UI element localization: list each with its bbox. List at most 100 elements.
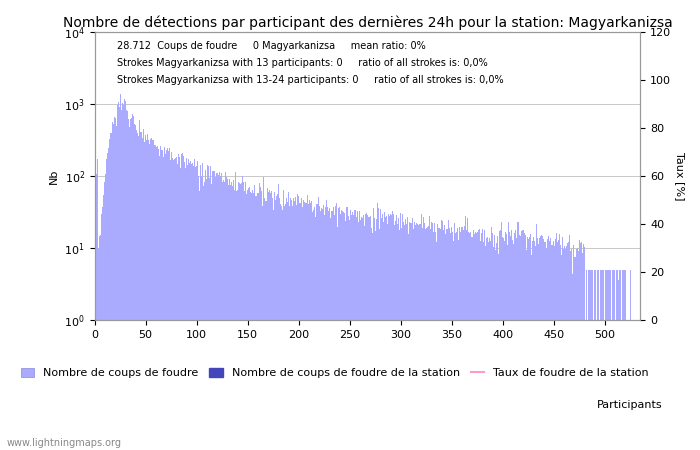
Bar (301, 198, 302, 450)
Bar (106, 159, 107, 450)
Bar (442, 220, 443, 450)
Bar (276, 194, 278, 450)
Bar (497, 236, 498, 450)
Bar (554, 246, 555, 450)
Bar (626, 320, 627, 450)
Bar (145, 135, 146, 450)
Bar (446, 229, 447, 450)
Bar (626, 270, 627, 450)
Bar (149, 144, 150, 450)
Bar (517, 222, 519, 450)
Bar (596, 320, 597, 450)
Bar (433, 232, 434, 450)
Bar (155, 145, 156, 450)
Bar (437, 224, 438, 450)
Bar (477, 230, 479, 450)
Bar (127, 111, 128, 450)
Bar (175, 158, 176, 450)
Bar (575, 249, 577, 450)
Bar (300, 203, 301, 450)
Bar (290, 198, 291, 450)
Bar (205, 170, 206, 450)
Bar (457, 228, 458, 450)
Bar (162, 157, 164, 450)
Bar (178, 157, 180, 450)
Bar (196, 166, 197, 450)
Bar (532, 241, 533, 450)
Bar (342, 212, 343, 450)
Bar (117, 105, 118, 450)
Bar (428, 216, 430, 450)
Bar (331, 211, 332, 450)
Bar (519, 235, 520, 450)
Bar (367, 213, 368, 450)
Bar (173, 160, 174, 450)
Bar (401, 228, 402, 450)
Bar (463, 230, 464, 450)
Bar (382, 214, 383, 450)
Bar (220, 173, 222, 450)
Bar (95, 190, 96, 450)
Bar (287, 202, 288, 450)
Bar (262, 206, 263, 450)
Bar (387, 224, 388, 450)
Bar (319, 211, 321, 450)
Bar (368, 217, 370, 450)
Bar (236, 190, 237, 450)
Bar (414, 222, 415, 450)
Bar (325, 207, 326, 450)
Bar (445, 234, 446, 450)
Bar (187, 165, 188, 450)
Bar (580, 242, 582, 450)
Bar (326, 201, 327, 450)
Bar (229, 179, 230, 450)
Bar (622, 270, 624, 450)
Bar (96, 174, 97, 450)
Bar (357, 211, 358, 450)
Bar (435, 232, 436, 450)
Bar (473, 234, 475, 450)
Bar (539, 238, 540, 450)
Bar (309, 200, 310, 450)
Bar (606, 270, 607, 450)
Bar (498, 254, 499, 450)
Bar (348, 216, 349, 450)
Bar (405, 219, 406, 450)
Bar (250, 192, 251, 450)
Legend: Nombre de coups de foudre, Nombre de coups de foudre de la station, Taux de foud: Nombre de coups de foudre, Nombre de cou… (16, 363, 653, 382)
Bar (490, 241, 491, 450)
Bar (615, 320, 616, 450)
Bar (148, 140, 149, 450)
Bar (464, 226, 466, 450)
Bar (360, 220, 361, 450)
Bar (448, 220, 449, 450)
Bar (582, 243, 584, 450)
Bar (245, 182, 246, 450)
Bar (577, 248, 578, 450)
Bar (425, 230, 426, 450)
Bar (398, 218, 399, 450)
Bar (102, 207, 104, 450)
Bar (441, 220, 442, 450)
Bar (528, 237, 530, 450)
Bar (599, 320, 600, 450)
Bar (569, 235, 570, 450)
Bar (365, 214, 367, 450)
Bar (553, 241, 554, 450)
Bar (434, 223, 435, 450)
Bar (193, 166, 194, 450)
Bar (634, 320, 635, 450)
Bar (240, 184, 241, 450)
Bar (108, 148, 109, 450)
Bar (298, 196, 299, 450)
Bar (503, 238, 504, 450)
Bar (189, 163, 190, 450)
Bar (512, 240, 513, 450)
Bar (308, 204, 309, 450)
Bar (468, 232, 470, 450)
Bar (139, 120, 140, 450)
Bar (541, 234, 542, 450)
Y-axis label: Nb: Nb (48, 168, 59, 184)
Bar (204, 182, 205, 450)
Bar (558, 240, 559, 450)
